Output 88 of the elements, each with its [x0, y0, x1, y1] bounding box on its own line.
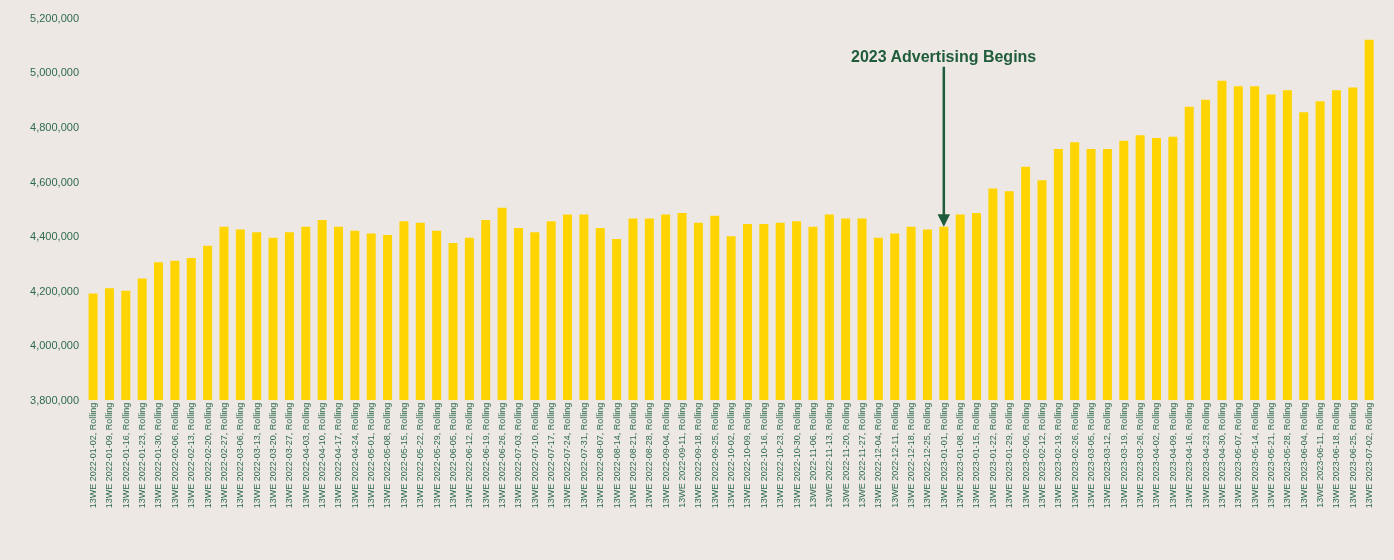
x-tick-label: 13WE 2023-05-14, Rolling: [1249, 402, 1260, 509]
y-tick-label: 5,000,000: [30, 66, 79, 79]
x-tick-label: 13WE 2023-02-19, Rolling: [1053, 402, 1064, 509]
x-tick-label: 13WE 2022-07-10, Rolling: [529, 402, 540, 509]
x-tick-label: 13WE 2022-05-15, Rolling: [398, 402, 409, 509]
x-tick-label: 13WE 2023-06-04, Rolling: [1298, 402, 1309, 509]
x-tick-label: 13WE 2022-08-28, Rolling: [644, 402, 655, 509]
x-tick-label: 13WE 2023-01-29, Rolling: [1004, 402, 1015, 509]
x-tick-label: 13WE 2023-03-26, Rolling: [1135, 402, 1146, 509]
x-tick-label: 13WE 2023-07-02, Rolling: [1364, 402, 1375, 509]
x-tick-label: 13WE 2022-03-06, Rolling: [235, 402, 246, 509]
x-tick-label: 13WE 2023-05-28, Rolling: [1282, 402, 1293, 509]
x-tick-label: 13WE 2023-02-05, Rolling: [1020, 402, 1031, 509]
x-tick-label: 13WE 2022-03-20, Rolling: [267, 402, 278, 509]
x-tick-label: 13WE 2022-08-07, Rolling: [595, 402, 606, 509]
x-tick-label: 13WE 2023-01-15, Rolling: [971, 402, 982, 509]
x-tick-label: 13WE 2022-02-27, Rolling: [218, 402, 229, 509]
annotation: 2023 Advertising Begins: [851, 48, 1037, 65]
x-tick-label: 13WE 2022-10-30, Rolling: [791, 402, 802, 509]
x-tick-label: 13WE 2022-05-08, Rolling: [382, 402, 393, 509]
x-tick-label: 13WE 2023-01-01, Rolling: [938, 402, 949, 509]
x-tick-label: 13WE 2022-08-21, Rolling: [627, 402, 638, 509]
x-tick-label: 13WE 2023-04-16, Rolling: [1184, 402, 1195, 509]
x-tick-label: 13WE 2023-05-07, Rolling: [1233, 402, 1244, 509]
x-tick-label: 13WE 2022-10-09, Rolling: [742, 402, 753, 509]
x-tick-label: 13WE 2022-01-23, Rolling: [137, 402, 148, 509]
x-tick-label: 13WE 2022-11-06, Rolling: [807, 402, 818, 508]
x-tick-label: 13WE 2022-03-13, Rolling: [251, 402, 262, 509]
x-tick-label: 13WE 2022-09-11, Rolling: [676, 402, 687, 508]
x-tick-label: 13WE 2022-05-22, Rolling: [415, 402, 426, 509]
x-tick-label: 13WE 2022-06-26, Rolling: [497, 402, 508, 509]
x-tick-label: 13WE 2022-06-19, Rolling: [480, 402, 491, 509]
x-tick-label: 13WE 2022-10-16, Rolling: [758, 402, 769, 509]
x-tick-label: 13WE 2022-02-13, Rolling: [186, 402, 197, 509]
x-tick-label: 13WE 2022-06-05, Rolling: [447, 402, 458, 509]
x-tick-label: 13WE 2022-08-14, Rolling: [611, 402, 622, 509]
x-tick-label: 13WE 2022-03-27, Rolling: [284, 402, 295, 509]
y-tick-label: 4,800,000: [30, 120, 79, 133]
x-tick-label: 13WE 2022-01-30, Rolling: [153, 402, 164, 509]
y-tick-label: 4,400,000: [30, 230, 79, 243]
x-tick-label: 13WE 2023-01-08, Rolling: [955, 402, 966, 509]
x-tick-label: 13WE 2022-12-11, Rolling: [889, 402, 900, 508]
x-tick-label: 13WE 2022-09-04, Rolling: [660, 402, 671, 509]
x-tick-label: 13WE 2023-04-09, Rolling: [1167, 402, 1178, 509]
x-tick-label: 13WE 2022-01-09, Rolling: [104, 402, 115, 509]
x-tick-label: 13WE 2022-04-24, Rolling: [349, 402, 360, 509]
x-tick-label: 13WE 2023-02-12, Rolling: [1036, 402, 1047, 509]
x-tick-label: 13WE 2022-04-10, Rolling: [317, 402, 328, 509]
x-tick-label: 13WE 2022-09-18, Rolling: [693, 402, 704, 509]
x-tick-label: 13WE 2023-03-05, Rolling: [1085, 402, 1096, 509]
x-tick-label: 13WE 2022-07-03, Rolling: [513, 402, 524, 509]
x-tick-label: 13WE 2022-02-20, Rolling: [202, 402, 213, 509]
x-tick-label: 13WE 2023-03-12, Rolling: [1102, 402, 1113, 509]
x-tick-label: 13WE 2022-06-12, Rolling: [464, 402, 475, 509]
x-tick-label: 13WE 2022-10-23, Rolling: [775, 402, 786, 509]
x-tick-label: 13WE 2023-05-21, Rolling: [1265, 402, 1276, 509]
x-tick-label: 13WE 2022-12-18, Rolling: [906, 402, 917, 509]
y-tick-label: 4,600,000: [30, 175, 79, 188]
x-tick-label: 13WE 2022-07-17, Rolling: [546, 402, 557, 509]
x-tick-label: 13WE 2023-04-02, Rolling: [1151, 402, 1162, 509]
x-tick-label: 13WE 2023-04-23, Rolling: [1200, 402, 1211, 509]
x-tick-label: 13WE 2023-06-11, Rolling: [1315, 402, 1326, 508]
x-tick-label: 13WE 2023-01-22, Rolling: [987, 402, 998, 509]
x-tick-label: 13WE 2022-11-13, Rolling: [824, 402, 835, 508]
x-tick-label: 13WE 2022-09-25, Rolling: [709, 402, 720, 509]
x-tick-label: 13WE 2023-02-26, Rolling: [1069, 402, 1080, 509]
x-tick-label: 13WE 2022-11-20, Rolling: [840, 402, 851, 508]
x-tick-label: 13WE 2022-04-03, Rolling: [300, 402, 311, 509]
x-tick-label: 13WE 2022-02-06, Rolling: [169, 402, 180, 509]
x-tick-label: 13WE 2023-06-18, Rolling: [1331, 402, 1342, 509]
x-tick-label: 13WE 2023-06-25, Rolling: [1347, 402, 1358, 509]
x-tick-label: 13WE 2022-01-16, Rolling: [120, 402, 131, 509]
x-tick-label: 13WE 2022-12-04, Rolling: [873, 402, 884, 509]
y-tick-label: 4,200,000: [30, 284, 79, 297]
y-tick-label: 5,200,000: [30, 11, 79, 24]
x-tick-label: 13WE 2022-07-24, Rolling: [562, 402, 573, 509]
y-tick-label: 3,800,000: [30, 393, 79, 406]
x-tick-label: 13WE 2022-07-31, Rolling: [578, 402, 589, 509]
x-tick-label: 13WE 2023-03-19, Rolling: [1118, 402, 1129, 509]
x-tick-label: 13WE 2022-11-27, Rolling: [856, 402, 867, 508]
x-tick-label: 13WE 2022-12-25, Rolling: [922, 402, 933, 509]
x-tick-label: 13WE 2023-04-30, Rolling: [1216, 402, 1227, 509]
x-tick-label: 13WE 2022-05-01, Rolling: [366, 402, 377, 509]
x-tick-label: 13WE 2022-01-02, Rolling: [88, 402, 99, 509]
y-tick-label: 4,000,000: [30, 339, 79, 352]
x-tick-label: 13WE 2022-10-02, Rolling: [726, 402, 737, 509]
x-tick-label: 13WE 2022-04-17, Rolling: [333, 402, 344, 509]
x-tick-label: 13WE 2022-05-29, Rolling: [431, 402, 442, 509]
